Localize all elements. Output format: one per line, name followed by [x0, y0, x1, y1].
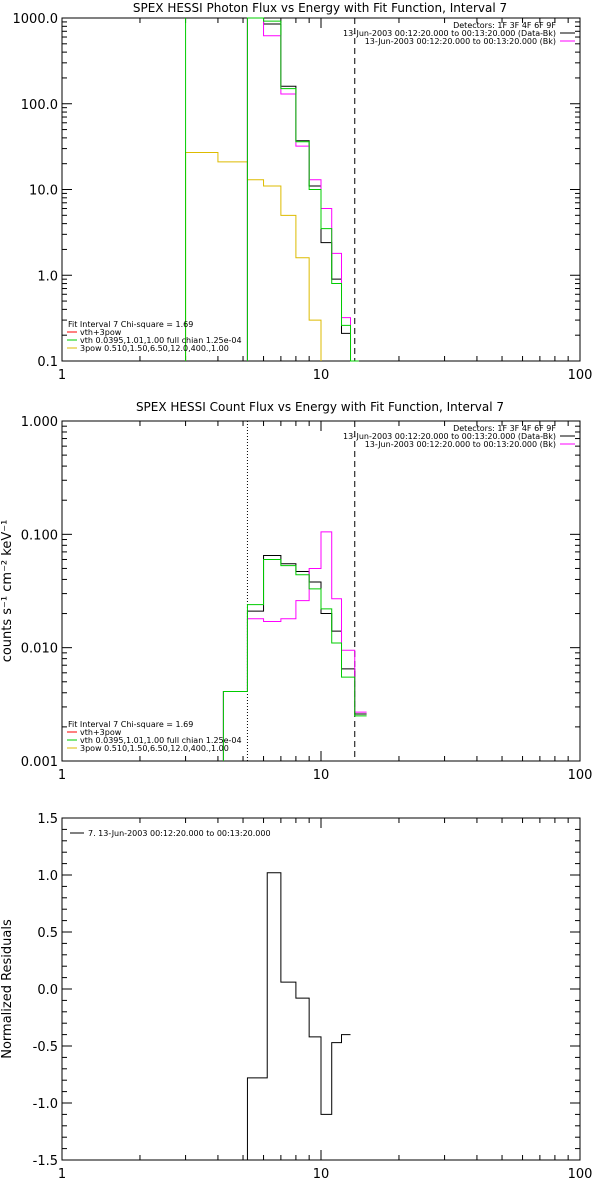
y-tick-label: -1.0 — [33, 1097, 58, 1112]
legend-text: Detectors: 1F 3F 4F 6F 9F — [453, 424, 556, 433]
x-tick-label: 1 — [58, 768, 66, 783]
y-tick-label: 0.0 — [37, 983, 58, 998]
y-tick-label: -1.5 — [33, 1154, 58, 1169]
legend-text: 13-Jun-2003 00:12:20.000 to 00:13:20.000… — [343, 29, 556, 38]
series-line — [222, 558, 367, 761]
y-tick-label: 0.100 — [21, 528, 58, 543]
series-line — [246, 17, 359, 362]
x-tick-label: 100 — [568, 1167, 593, 1182]
photon-flux-panel: SPEX HESSI Photon Flux vs Energy with Fi… — [13, 1, 593, 383]
legend-text: 13-Jun-2003 00:12:20.000 to 00:13:20.000… — [343, 432, 556, 441]
legend-text: vth+3pow — [80, 328, 122, 337]
legend-text: 13-Jun-2003 00:12:20.000 to 00:13:20.000… — [365, 37, 556, 46]
legend-text: Fit Interval 7 Chi-square = 1.69 — [68, 720, 193, 729]
x-tick-label: 100 — [568, 368, 593, 383]
y-tick-label: 0.010 — [21, 642, 58, 657]
y-tick-label: 0.5 — [37, 926, 58, 941]
legend-text: 13-Jun-2003 00:12:20.000 to 00:13:20.000… — [365, 440, 556, 449]
count-flux-title: SPEX HESSI Count Flux vs Energy with Fit… — [136, 400, 504, 414]
y-tick-label: 0.001 — [21, 755, 58, 770]
residuals-panel: 1 10 100 -1.5 -1.0 -0.5 0.0 0.5 1.0 1.5 Normalized… — [0, 812, 592, 1182]
y-tick-label: 10.0 — [29, 184, 58, 199]
legend-text: Fit Interval 7 Chi-square = 1.69 — [68, 320, 193, 329]
legend-text: vth 0.0395,1.01,1.00 full chian 1.25e-04 — [80, 336, 242, 345]
y-tick-label: -0.5 — [33, 1040, 58, 1055]
y-tick-label: 1.000 — [21, 415, 58, 430]
count-flux-panel: SPEX HESSI Count Flux vs Energy with Fit… — [0, 400, 592, 783]
legend-text: 3pow 0.510,1.50,6.50,12.0,400.,1.00 — [80, 744, 229, 753]
legend-text: 3pow 0.510,1.50,6.50,12.0,400.,1.00 — [80, 344, 229, 353]
y-tick-label: 1.0 — [37, 269, 58, 284]
y-axis-label: Normalized Residuals — [0, 919, 15, 1059]
y-axis-label: counts s⁻¹ cm⁻² keV⁻¹ — [0, 520, 15, 663]
y-tick-label: 100.0 — [21, 98, 58, 113]
series-line — [246, 872, 351, 1160]
legend-text: vth 0.0395,1.01,1.00 full chian 1.25e-04 — [80, 736, 242, 745]
x-tick-label: 1 — [58, 1167, 66, 1182]
legend-text: vth+3pow — [80, 728, 122, 737]
y-tick-label: 1.5 — [37, 812, 58, 827]
y-tick-label: 1.0 — [37, 869, 58, 884]
series-line — [185, 152, 322, 361]
x-tick-label: 100 — [568, 768, 593, 783]
photon-flux-title: SPEX HESSI Photon Flux vs Energy with Fi… — [133, 1, 507, 15]
x-tick-label: 10 — [313, 368, 330, 383]
y-tick-label: 0.1 — [37, 355, 58, 370]
legend-text: Detectors: 1F 3F 4F 6F 9F — [453, 21, 556, 30]
legend-text: 7. 13-Jun-2003 00:12:20.000 to 00:13:20.… — [88, 829, 271, 838]
y-tick-label: 1000.0 — [13, 12, 59, 27]
series-line — [222, 531, 367, 761]
x-tick-label: 10 — [313, 768, 330, 783]
x-tick-label: 1 — [58, 368, 66, 383]
x-tick-label: 10 — [313, 1167, 330, 1182]
